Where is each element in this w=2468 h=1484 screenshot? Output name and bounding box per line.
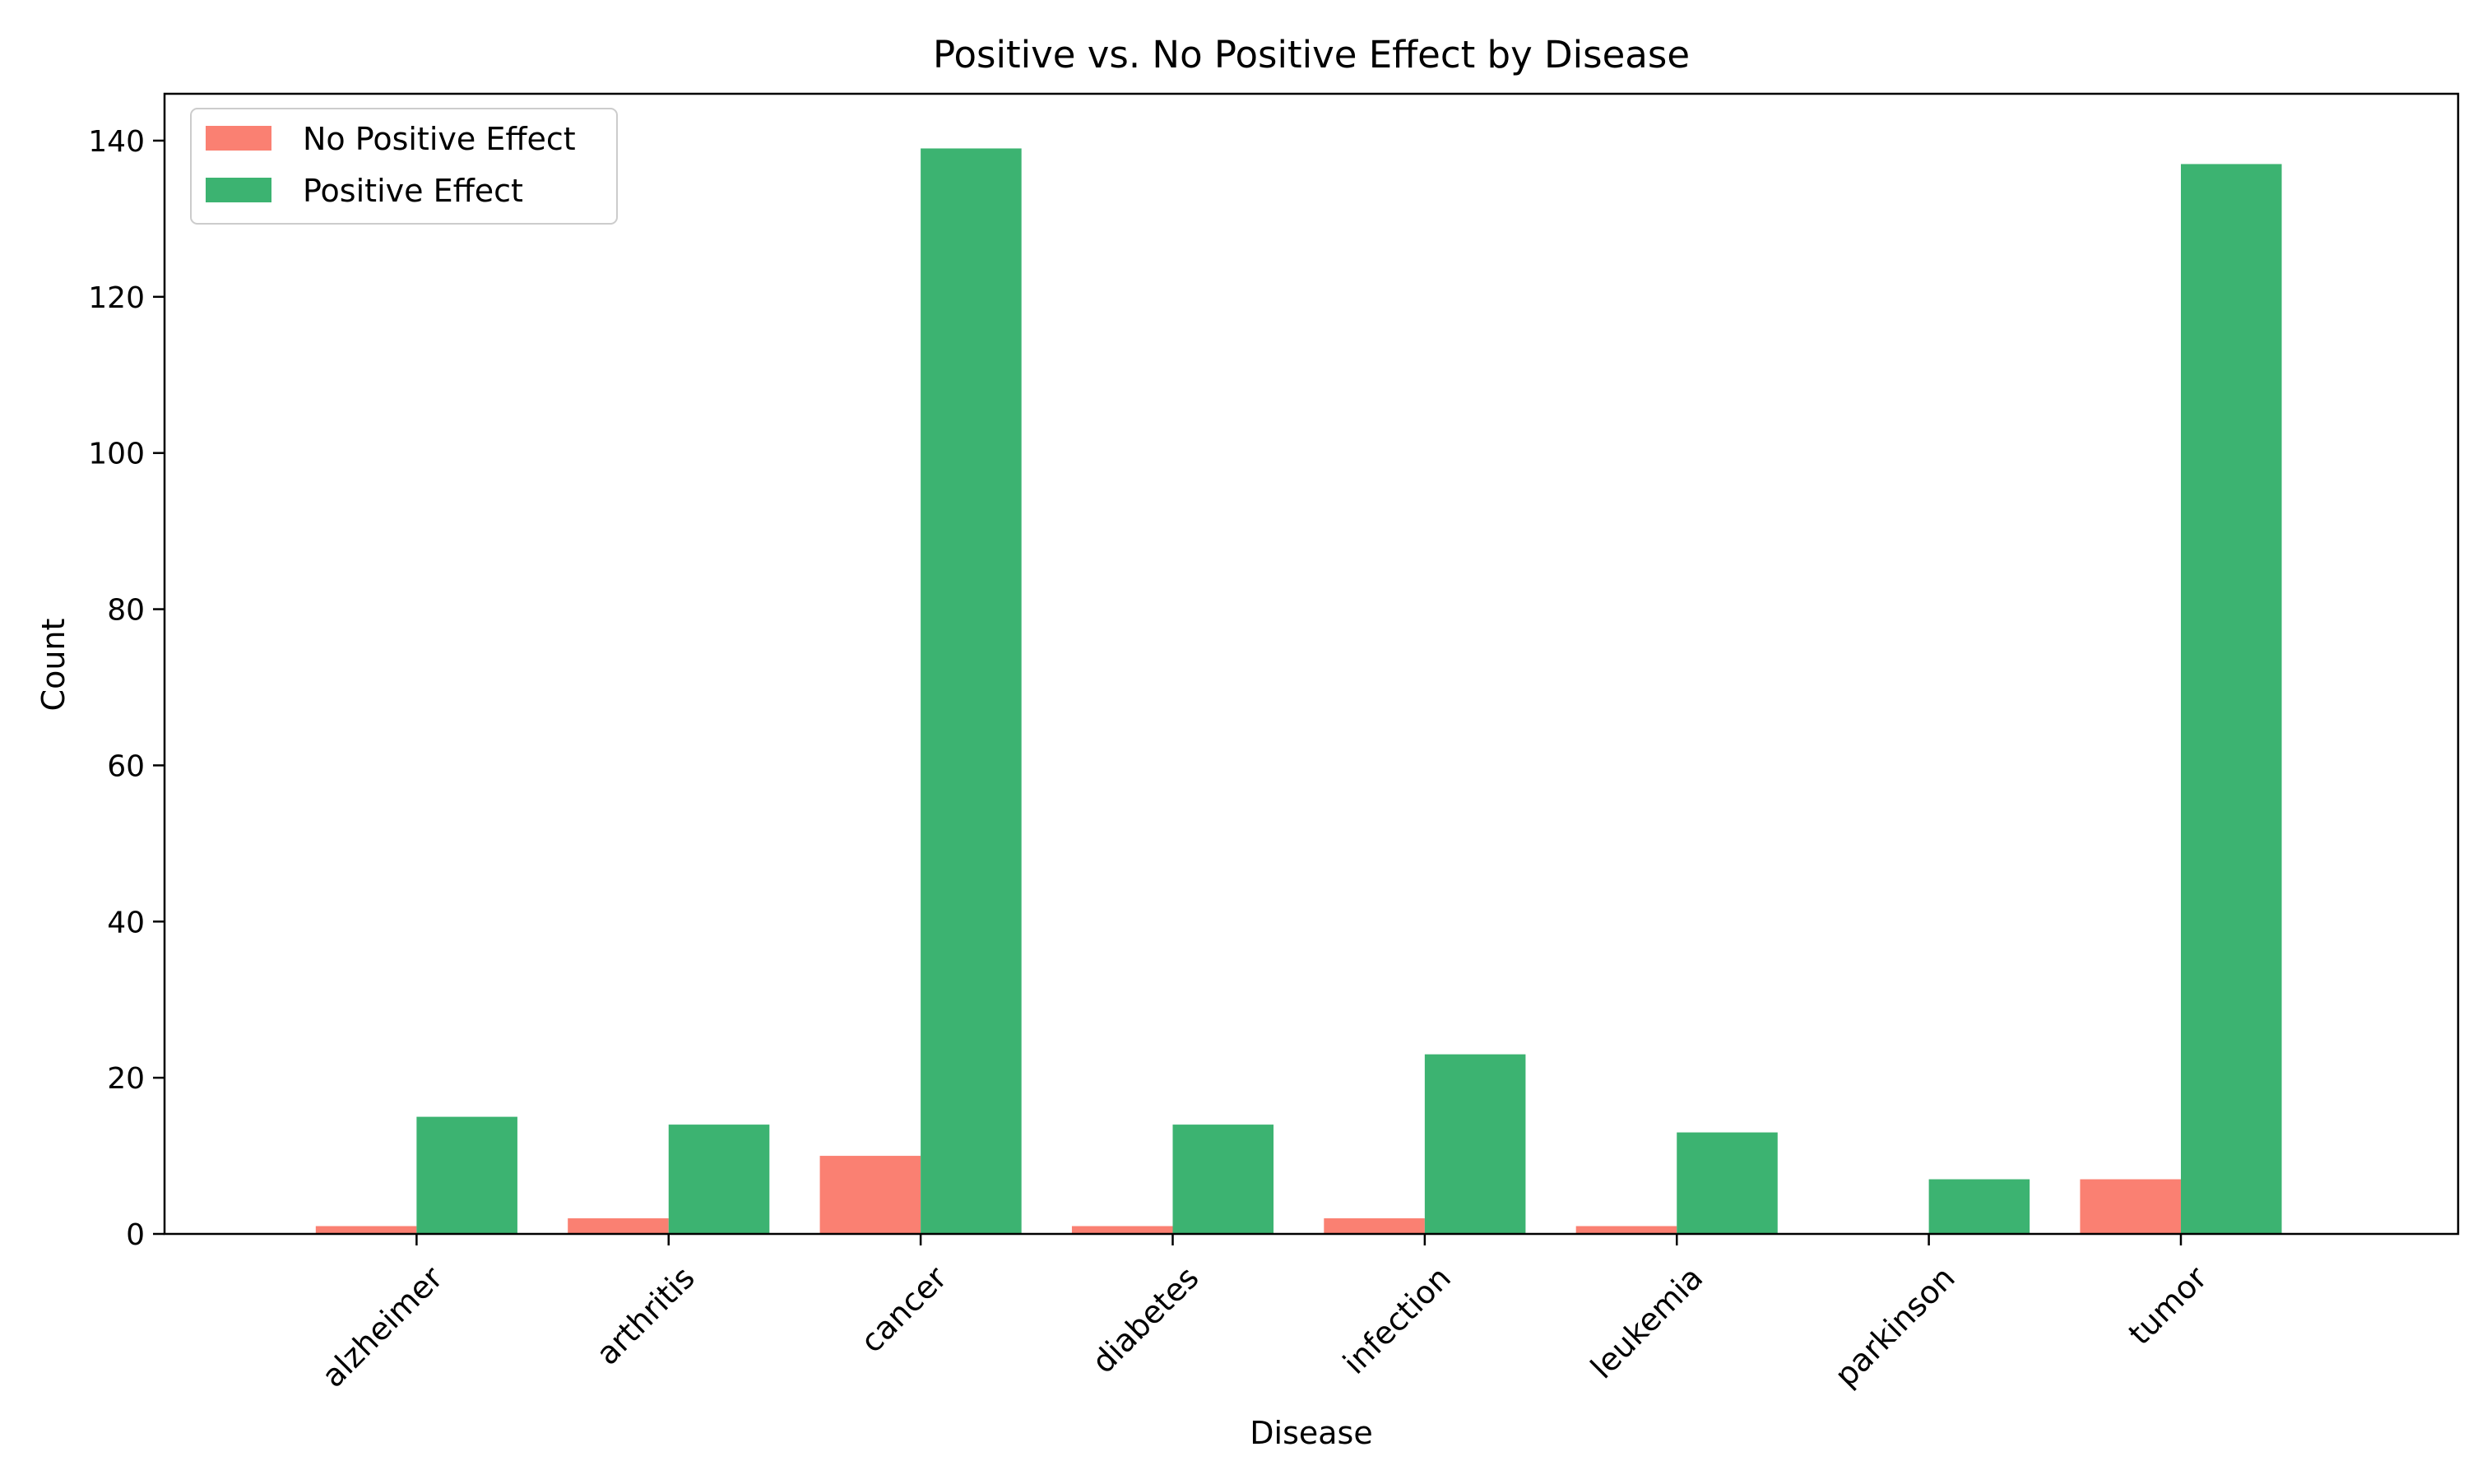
y-tick-label: 80: [107, 594, 145, 628]
bar-no-positive-effect-alzheimer: [315, 1226, 417, 1234]
bar-positive-effect-diabetes: [1172, 1125, 1274, 1234]
y-tick-label: 100: [88, 438, 145, 471]
legend-swatch-positive-effect: [206, 178, 271, 202]
x-axis-label: Disease: [1250, 1415, 1372, 1451]
bar-positive-effect-leukemia: [1677, 1132, 1778, 1234]
legend-label-no-positive-effect: No Positive Effect: [303, 121, 576, 157]
bar-positive-effect-arthritis: [668, 1125, 770, 1234]
y-tick-label: 120: [88, 281, 145, 315]
bar-positive-effect-tumor: [2180, 164, 2282, 1234]
y-tick-label: 0: [126, 1218, 145, 1252]
bar-positive-effect-parkinson: [1928, 1179, 2030, 1234]
y-tick-label: 40: [107, 906, 145, 939]
bar-no-positive-effect-leukemia: [1575, 1226, 1677, 1234]
bar-positive-effect-infection: [1424, 1054, 1526, 1234]
legend-box: [190, 108, 618, 225]
y-axis: 0 20 40 60 80 100 120 140: [88, 125, 165, 1252]
plot-frame: [163, 92, 2460, 1236]
legend: No Positive Effect Positive Effect: [190, 108, 618, 225]
y-tick-label: 140: [88, 125, 145, 159]
y-axis-label: Count: [35, 619, 72, 712]
bar-positive-effect-alzheimer: [416, 1116, 517, 1234]
y-tick-label: 60: [107, 749, 145, 783]
bar-no-positive-effect-diabetes: [1071, 1226, 1173, 1234]
chart-title: Positive vs. No Positive Effect by Disea…: [933, 33, 1690, 77]
bar-no-positive-effect-cancer: [819, 1156, 921, 1234]
y-tick-label: 20: [107, 1062, 145, 1096]
bar-no-positive-effect-infection: [1324, 1218, 1425, 1234]
bars-layer: [315, 148, 2282, 1235]
bar-no-positive-effect-tumor: [2080, 1179, 2181, 1234]
legend-label-positive-effect: Positive Effect: [303, 173, 523, 209]
legend-swatch-no-positive-effect: [206, 126, 271, 151]
bar-no-positive-effect-arthritis: [568, 1218, 669, 1234]
bar-positive-effect-cancer: [921, 148, 1022, 1235]
